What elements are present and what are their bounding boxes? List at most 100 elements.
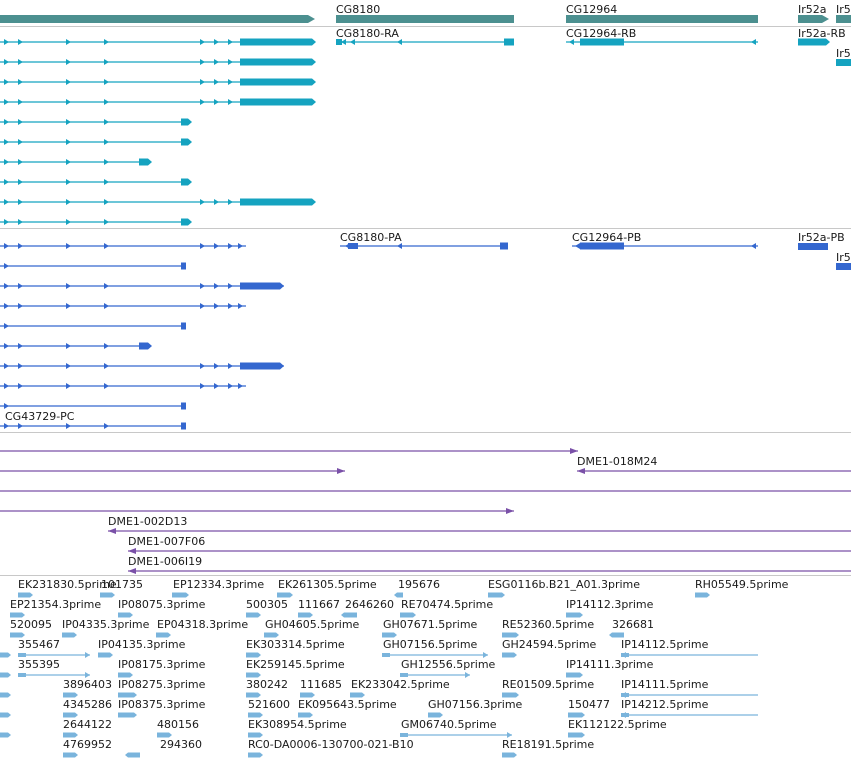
transcript-feature[interactable]	[0, 78, 316, 86]
est-feature[interactable]	[10, 612, 25, 618]
est-feature[interactable]	[156, 632, 171, 638]
transcript-feature[interactable]	[0, 262, 186, 270]
est-feature[interactable]	[428, 712, 443, 718]
est-feature[interactable]	[621, 712, 758, 718]
est-feature[interactable]	[264, 632, 279, 638]
est-feature[interactable]	[298, 712, 313, 718]
gene-cg12964[interactable]: CG12964	[566, 3, 758, 23]
est-feature[interactable]	[0, 732, 11, 738]
est-feature[interactable]	[248, 732, 263, 738]
est-feature[interactable]	[63, 752, 78, 758]
est-feature[interactable]	[10, 632, 25, 638]
est-feature[interactable]	[118, 612, 133, 618]
clone-feature[interactable]	[108, 528, 851, 534]
transcript-feature[interactable]	[0, 38, 316, 46]
est-feature[interactable]	[0, 672, 11, 678]
transcript-feature[interactable]	[0, 303, 246, 309]
est-feature[interactable]	[246, 652, 261, 658]
clone-feature[interactable]	[0, 508, 514, 514]
est-feature[interactable]	[246, 612, 261, 618]
gene-ir52a[interactable]: Ir52a	[798, 3, 829, 23]
est-feature[interactable]	[118, 692, 137, 698]
transcript-feature[interactable]	[0, 138, 192, 146]
est-feature[interactable]	[568, 712, 585, 718]
est-feature[interactable]	[246, 692, 261, 698]
est-feature[interactable]	[100, 592, 115, 598]
clone-feature[interactable]	[577, 468, 851, 474]
est-feature[interactable]	[609, 632, 624, 638]
transcript-feature[interactable]	[572, 242, 758, 250]
est-feature[interactable]	[277, 592, 293, 598]
transcript-feature[interactable]	[0, 362, 284, 370]
transcript-feature[interactable]	[0, 322, 186, 330]
est-feature[interactable]	[695, 592, 710, 598]
est-feature[interactable]	[246, 672, 261, 678]
est-feature[interactable]	[248, 712, 263, 718]
transcript-feature[interactable]	[0, 178, 192, 186]
est-feature[interactable]	[298, 612, 313, 618]
est-feature[interactable]	[18, 652, 90, 658]
transcript-feature[interactable]	[0, 383, 246, 389]
est-feature[interactable]	[568, 732, 585, 738]
transcript-feature[interactable]	[0, 402, 186, 410]
est-feature[interactable]	[118, 712, 137, 718]
transcript-feature[interactable]	[798, 38, 830, 46]
clone-feature[interactable]	[128, 568, 851, 574]
est-feature[interactable]	[248, 752, 263, 758]
est-feature[interactable]	[621, 652, 758, 658]
transcript-feature[interactable]	[0, 342, 152, 350]
est-feature[interactable]	[98, 652, 113, 658]
transcript-feature[interactable]	[0, 118, 192, 126]
est-feature[interactable]	[350, 692, 365, 698]
transcript-feature[interactable]	[0, 198, 316, 206]
est-feature[interactable]	[0, 692, 11, 698]
est-feature[interactable]	[566, 612, 583, 618]
est-feature[interactable]	[394, 592, 403, 598]
est-feature[interactable]	[502, 692, 519, 698]
est-feature[interactable]	[63, 692, 78, 698]
est-feature[interactable]	[502, 752, 517, 758]
est-feature[interactable]	[63, 712, 78, 718]
est-feature[interactable]	[400, 672, 470, 678]
est-feature[interactable]	[62, 632, 77, 638]
est-feature[interactable]	[125, 752, 140, 758]
gene-feature[interactable]	[0, 15, 315, 23]
est-feature[interactable]	[18, 592, 33, 598]
transcript-feature[interactable]	[0, 98, 316, 106]
est-feature[interactable]	[0, 652, 11, 658]
est-feature[interactable]	[382, 652, 488, 658]
clone-feature[interactable]	[128, 548, 851, 554]
transcript-feature[interactable]	[0, 58, 316, 66]
est-feature[interactable]	[341, 612, 357, 618]
est-feature[interactable]	[18, 672, 90, 678]
est-feature[interactable]	[172, 592, 189, 598]
est-feature[interactable]	[382, 632, 397, 638]
exon-block	[181, 402, 186, 410]
est-feature[interactable]	[566, 672, 583, 678]
est-feature[interactable]	[502, 632, 519, 638]
est-feature[interactable]	[118, 672, 133, 678]
transcript-feature[interactable]	[566, 38, 758, 46]
est-feature[interactable]	[157, 732, 172, 738]
est-feature[interactable]	[0, 712, 11, 718]
transcript-feature[interactable]	[0, 422, 186, 430]
transcript-feature[interactable]	[0, 282, 284, 290]
transcript-feature[interactable]	[0, 218, 192, 226]
clone-feature[interactable]	[0, 468, 345, 474]
gene-cg8180[interactable]: CG8180	[336, 3, 514, 23]
est-feature[interactable]	[63, 732, 78, 738]
strand-arrow-icon	[104, 283, 109, 289]
est-feature[interactable]	[488, 592, 505, 598]
gene-ir5[interactable]: Ir5	[836, 3, 851, 23]
est-feature[interactable]	[300, 692, 315, 698]
transcript-feature[interactable]	[336, 38, 514, 46]
strand-arrow-icon	[214, 79, 219, 85]
est-feature[interactable]	[502, 652, 517, 658]
clone-feature[interactable]	[0, 448, 578, 454]
est-feature[interactable]	[621, 692, 758, 698]
est-feature[interactable]	[400, 612, 416, 618]
est-feature[interactable]	[400, 732, 512, 738]
transcript-feature[interactable]	[0, 243, 246, 249]
transcript-feature[interactable]	[0, 158, 152, 166]
